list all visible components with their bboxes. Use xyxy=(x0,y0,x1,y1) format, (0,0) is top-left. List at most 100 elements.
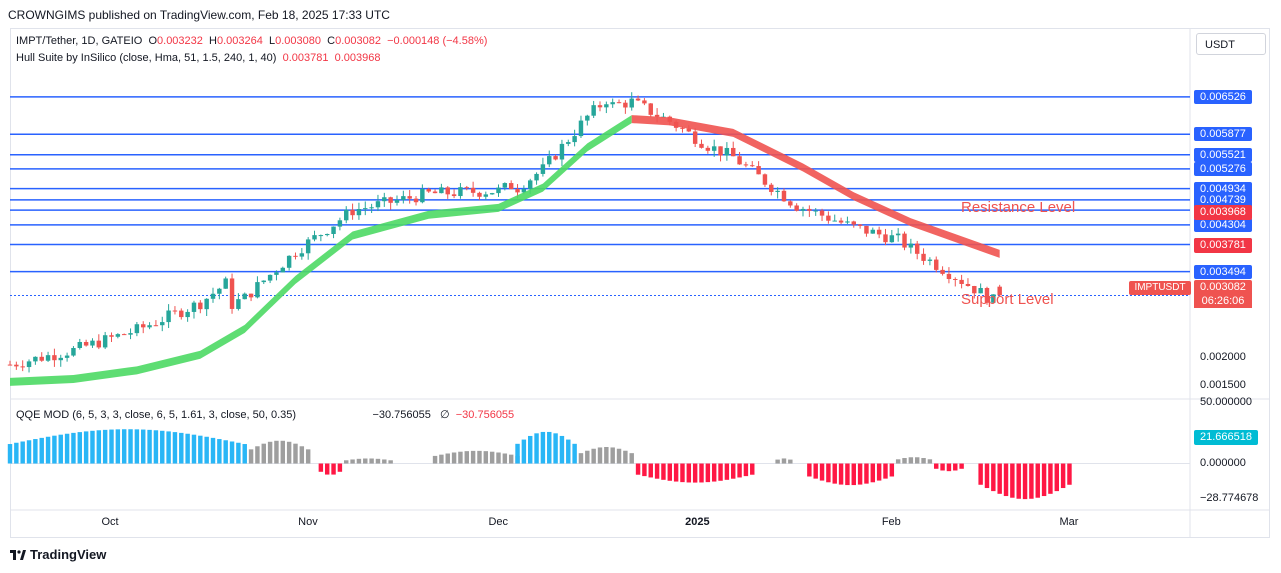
high-value: 0.003264 xyxy=(216,35,263,47)
osc-bar xyxy=(305,449,311,464)
candle-body xyxy=(927,259,933,261)
candle-body xyxy=(128,333,133,335)
osc-bar xyxy=(96,430,102,464)
close-value: 0.003082 xyxy=(335,35,381,47)
candle-body xyxy=(255,282,260,298)
candle-body xyxy=(350,209,355,216)
candle-body xyxy=(432,191,438,194)
osc-bar xyxy=(534,433,539,464)
osc-bar xyxy=(648,463,653,478)
hull-upper-tag: 0.003968 xyxy=(1194,205,1252,220)
osc-bar xyxy=(883,463,888,479)
osc-bar xyxy=(692,463,698,483)
candle-body xyxy=(179,310,184,318)
candle-body xyxy=(502,183,508,188)
osc-bar xyxy=(908,457,914,464)
candle-body xyxy=(876,229,882,235)
candle-body xyxy=(286,255,292,268)
candle-body xyxy=(477,192,482,197)
symbol-legend: IMPT/Tether, 1D, GATEIO O0.003232 H0.003… xyxy=(16,35,487,47)
candle-body xyxy=(857,224,863,226)
candle-body xyxy=(750,165,755,167)
osc-bar xyxy=(813,463,818,479)
currency-selector[interactable]: USDT xyxy=(1196,33,1266,55)
osc-bar xyxy=(845,463,850,486)
tradingview-logo[interactable]: TradingView xyxy=(10,547,106,562)
candle-body xyxy=(724,147,730,156)
candle-body xyxy=(394,199,400,203)
last-price-tag: 0.003082 xyxy=(1194,280,1252,295)
candle-body xyxy=(699,143,704,148)
candle-body xyxy=(610,102,615,105)
low-label: L xyxy=(269,35,276,47)
indicator-name: Hull Suite by InSilico (close, Hma, 51, … xyxy=(16,52,277,64)
candle-body xyxy=(648,103,653,115)
osc-bar xyxy=(134,429,140,464)
candle-body xyxy=(109,335,114,337)
time-axis-label: Nov xyxy=(298,516,318,528)
osc-bar xyxy=(236,442,241,464)
price-axis-label: 0.004304 xyxy=(1194,217,1252,232)
candle-body xyxy=(527,180,533,190)
candle-body xyxy=(96,340,102,348)
osc-bar xyxy=(267,441,273,464)
candle-body xyxy=(731,147,736,157)
osc-bar xyxy=(39,437,44,464)
countdown-tag: 06:26:06 xyxy=(1194,294,1252,308)
candle-body xyxy=(280,267,286,273)
candle-body xyxy=(90,340,95,346)
candle-body xyxy=(642,100,647,104)
candle-body xyxy=(7,364,13,366)
osc-bar xyxy=(356,458,362,464)
osc-bar xyxy=(26,440,32,464)
candle-body xyxy=(83,341,89,346)
candle-body xyxy=(978,287,983,294)
osc-bar xyxy=(33,439,38,464)
hull-lower-tag: 0.003781 xyxy=(1194,238,1252,253)
candle-body xyxy=(172,310,178,312)
osc-bar xyxy=(160,430,165,464)
candle-body xyxy=(483,194,489,197)
osc-bar xyxy=(851,463,856,486)
oscillator-legend: QQE MOD (6, 5, 3, 3, close, 6, 5, 1.61, … xyxy=(16,408,514,421)
candle-body xyxy=(223,278,228,289)
osc-bar xyxy=(838,463,844,485)
osc-bar xyxy=(337,463,343,472)
candle-body xyxy=(413,198,419,203)
candle-body xyxy=(39,356,44,361)
candle-body xyxy=(102,335,108,348)
time-axis-label: Mar xyxy=(1059,516,1079,528)
candle-body xyxy=(521,189,527,193)
open-value: 0.003232 xyxy=(157,35,203,47)
osc-bar xyxy=(1048,463,1053,494)
osc-bar xyxy=(324,463,330,475)
candle-body xyxy=(686,128,692,132)
candle-body xyxy=(769,184,774,192)
osc-bar xyxy=(350,459,355,464)
osc-bar xyxy=(14,442,19,464)
osc-bar xyxy=(109,429,114,464)
candle-body xyxy=(597,105,603,108)
candle-body xyxy=(299,253,305,257)
candle-body xyxy=(274,272,279,275)
osc-bar xyxy=(737,463,742,478)
price-axis-label: 0.006526 xyxy=(1194,89,1252,104)
osc-bar xyxy=(953,463,958,471)
osc-bar xyxy=(1003,463,1009,497)
osc-bar xyxy=(807,463,812,477)
candle-body xyxy=(515,189,520,193)
candle-body xyxy=(363,208,368,210)
candle-body xyxy=(324,233,330,236)
candle-body xyxy=(508,183,514,190)
osc-bar xyxy=(445,453,450,464)
candle-body xyxy=(198,302,203,310)
time-axis-label: Dec xyxy=(488,516,509,528)
candle-body xyxy=(864,225,869,234)
candle-body xyxy=(838,220,844,223)
price-axis-label: 0.004934 xyxy=(1194,181,1252,196)
osc-bar xyxy=(331,463,336,475)
osc-bar xyxy=(45,436,51,464)
candle-body xyxy=(445,187,450,195)
osc-bar xyxy=(248,449,254,464)
